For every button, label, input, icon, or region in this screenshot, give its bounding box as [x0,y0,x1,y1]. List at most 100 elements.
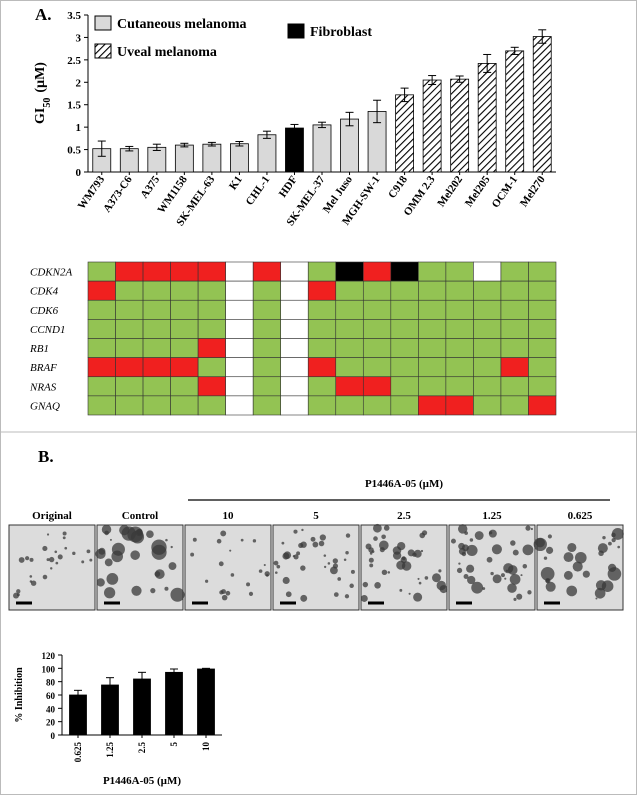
colony [608,542,612,546]
colony [457,568,462,573]
colony [373,536,378,541]
heatmap-cell [336,262,364,281]
colony [414,550,422,558]
colony [379,541,389,551]
heatmap-cell [391,377,419,396]
colony [366,544,372,550]
colony [170,588,184,602]
heatmap-cell [198,319,226,338]
bar [341,119,359,172]
colony [136,529,143,536]
heatmap-cell [171,319,199,338]
row-label: RB1 [29,343,49,355]
heatmap-cell [308,262,336,281]
colony [249,592,253,596]
heatmap-cell [363,300,391,319]
colony [525,526,530,531]
heatmap-cell [308,358,336,377]
colony [546,547,553,554]
legend-swatch [288,24,304,38]
colony [409,593,411,595]
colony [432,573,441,582]
colony [324,554,327,557]
heatmap-cell [446,300,474,319]
colony [462,552,467,557]
legend-label: Cutaneous melanoma [117,17,247,32]
heatmap-cell [501,319,529,338]
heatmap-cell [501,377,529,396]
bar [70,695,87,735]
image-label: 0.625 [568,510,593,522]
heatmap-cell [501,358,529,377]
colony [602,536,605,539]
heatmap-cell [308,396,336,415]
heatmap-cell [363,281,391,300]
heatmap-cell [363,377,391,396]
colony [372,550,375,553]
y-axis-label-sub: 50 [42,98,53,108]
y-tick-label: 20 [46,718,56,728]
heatmap-cell [116,319,144,338]
heatmap-cell [501,262,529,281]
heatmap-cell [473,377,501,396]
heatmap-cell [528,358,556,377]
colony [146,530,154,538]
colony [334,592,339,597]
heatmap-cell [391,262,419,281]
colony [493,574,502,583]
bar [166,672,183,735]
heatmap-cell [143,396,171,415]
micrograph [95,525,184,610]
heatmap-cell [198,262,226,281]
colony [401,557,407,563]
colony [458,562,460,564]
micrograph-frame [185,525,271,610]
heatmap-cell [446,396,474,415]
colony [595,597,597,599]
colony [598,551,604,557]
bar [175,145,193,172]
colony [106,573,118,585]
colony [152,545,167,560]
x-tick-label: 10 [201,742,211,752]
heatmap-cell [473,281,501,300]
y-tick-label: 120 [42,651,56,661]
colony [333,563,338,568]
colony [382,570,387,575]
colony [510,540,515,545]
heatmap-cell [336,377,364,396]
colony [344,559,347,562]
heatmap-cell [418,319,446,338]
heatmap-cell [143,319,171,338]
heatmap-cell [473,396,501,415]
colony [520,574,522,576]
colony [513,598,516,601]
colony [506,570,508,572]
colony [47,533,49,535]
heatmap-cell [363,319,391,338]
colony [110,539,112,541]
y-tick-label: 40 [46,704,56,714]
colony [504,578,506,580]
colony [337,577,341,581]
colony [361,595,368,602]
colony [87,550,91,554]
heatmap-cell [88,262,116,281]
heatmap-cell [473,339,501,358]
bar [285,128,303,172]
heatmap-cell [281,358,309,377]
colony [490,572,493,575]
bar [313,125,331,172]
row-label: CCND1 [30,324,65,336]
heatmap-cell [198,300,226,319]
image-label: Control [122,510,158,522]
heatmap-cell [171,396,199,415]
colony [471,582,483,594]
colony [612,538,616,542]
colony [507,583,516,592]
heatmap-cell [281,281,309,300]
colony [324,566,326,568]
colony [274,561,279,566]
colony [608,567,622,581]
colony [222,595,228,601]
